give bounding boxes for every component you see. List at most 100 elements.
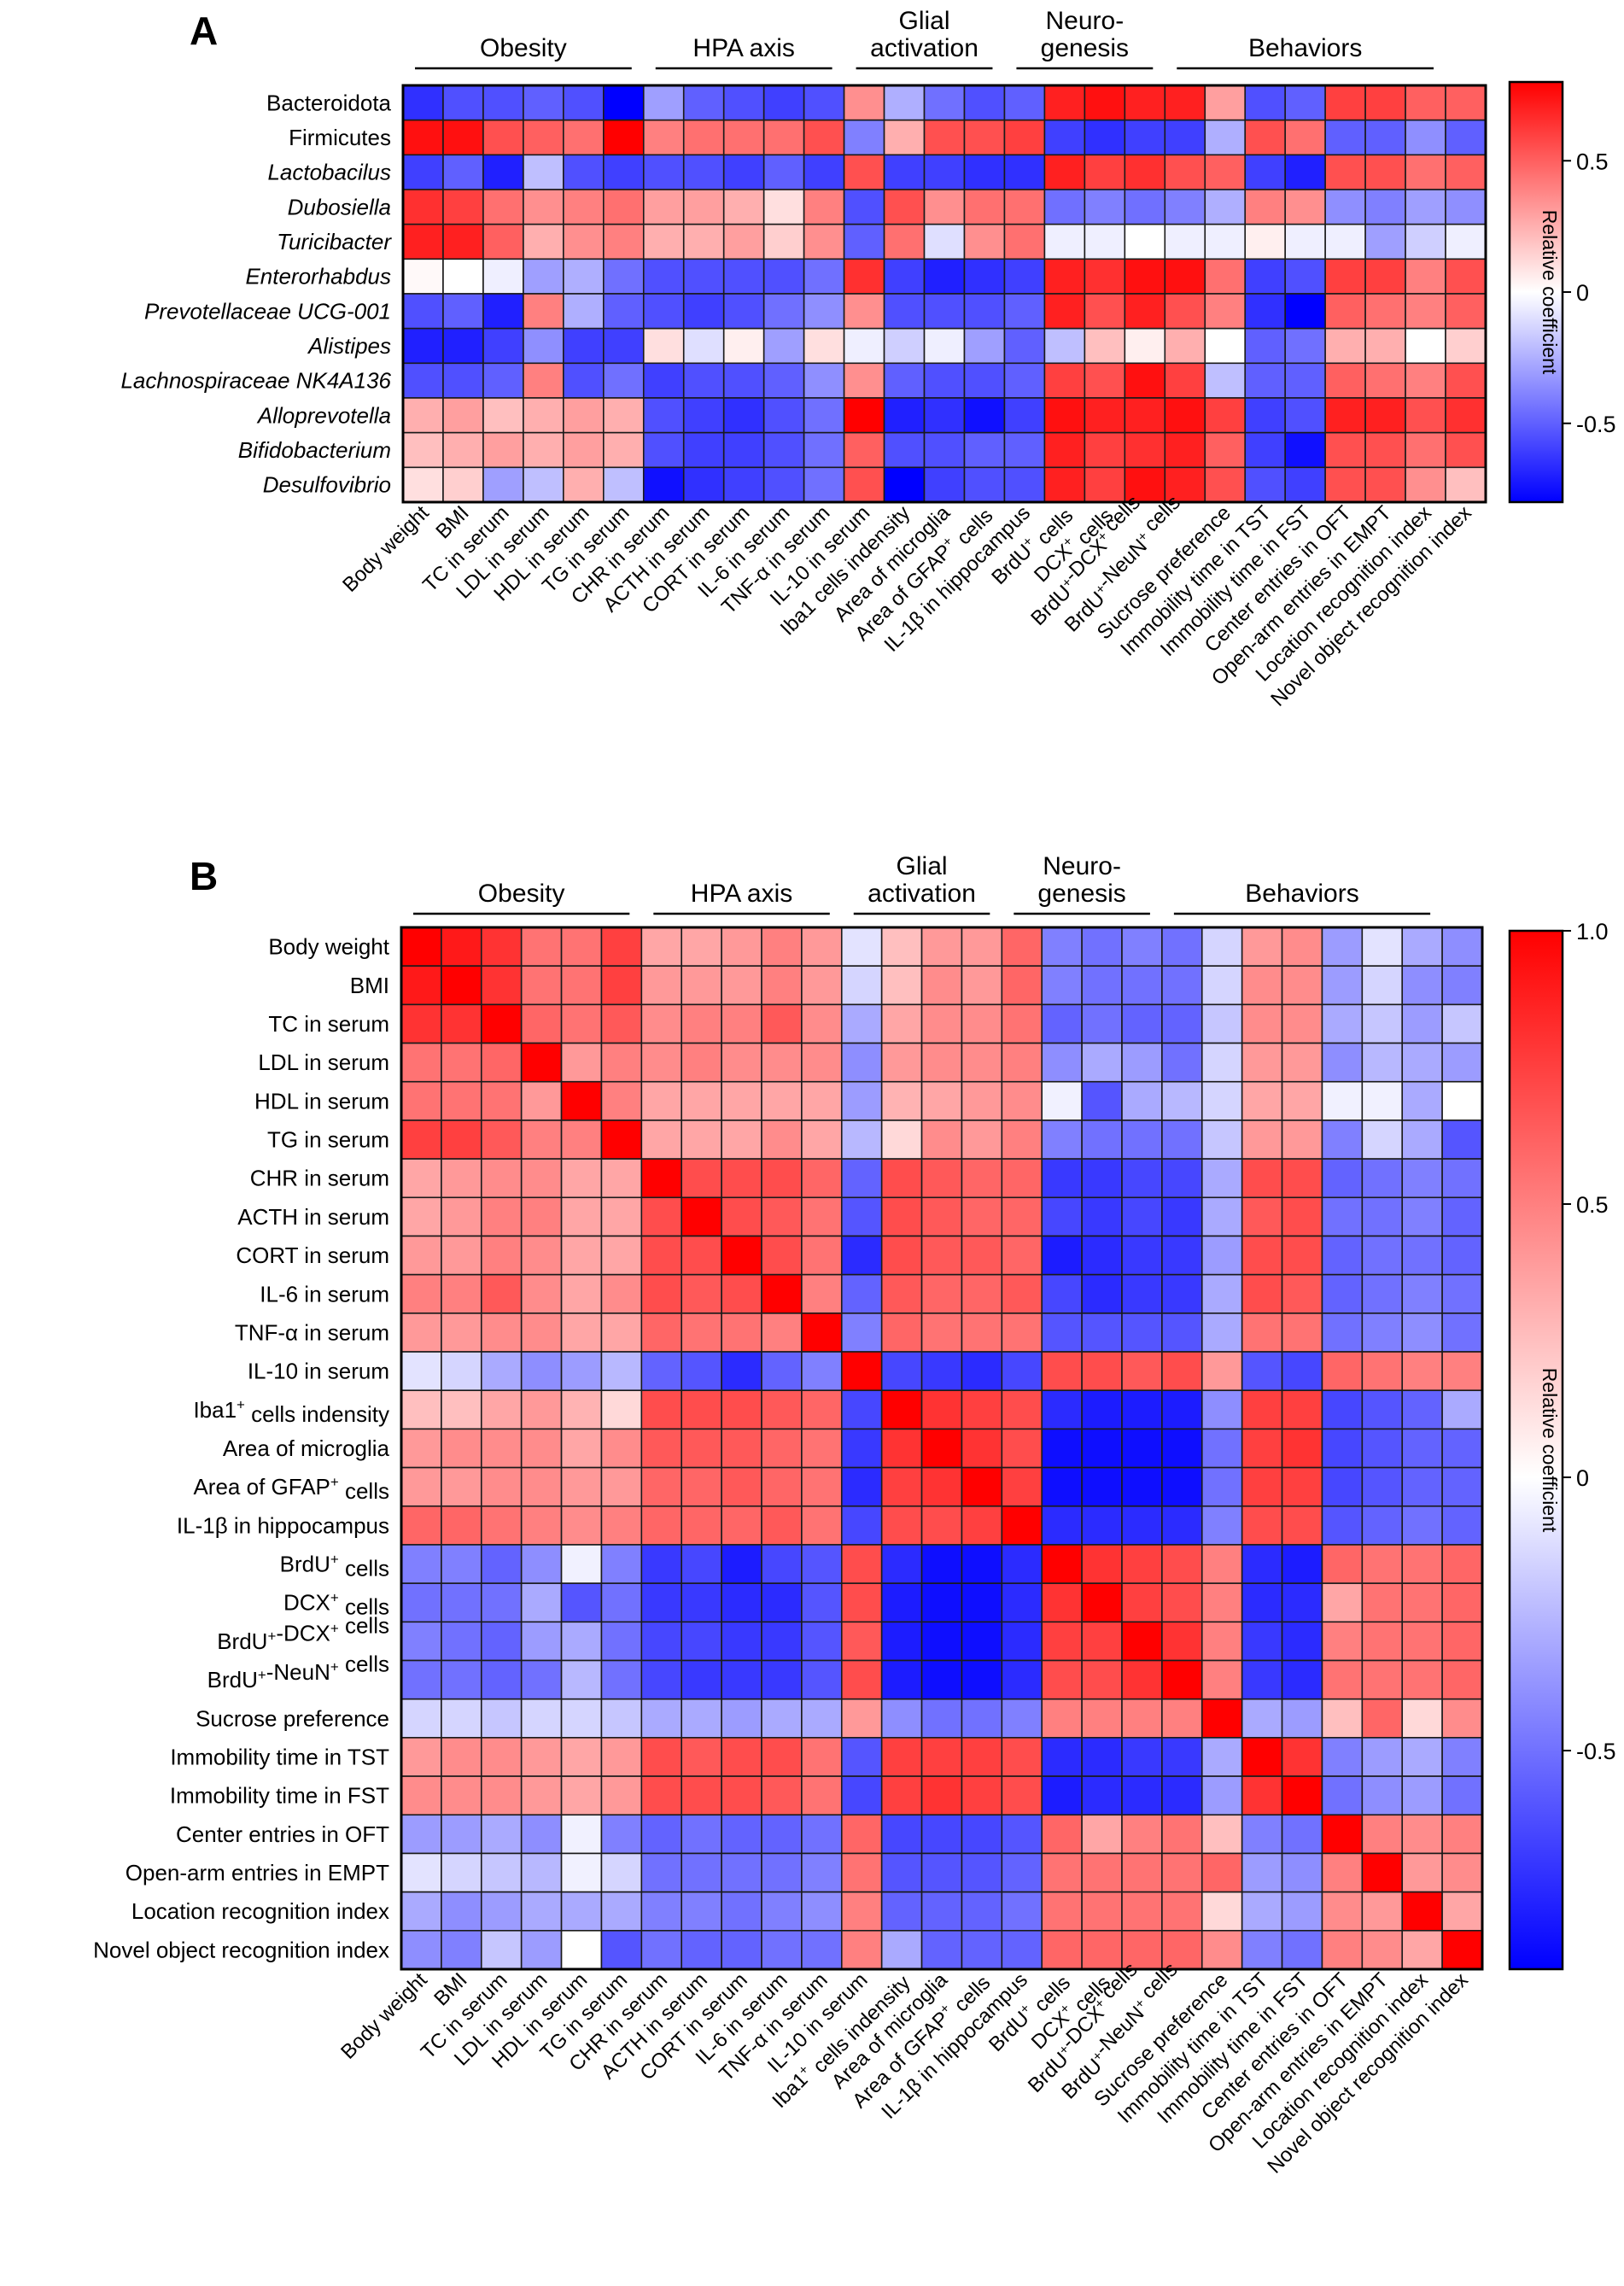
heatmap-cell-b-r14-c13 <box>920 1466 963 1507</box>
heatmap-cell-b-r1-c20 <box>1200 965 1243 1006</box>
heatmap-cell-b-r11-c20 <box>1200 1351 1243 1392</box>
heatmap-cell-b-r8-c1 <box>441 1235 482 1276</box>
heatmap-cell-b-r18-c6 <box>640 1621 683 1662</box>
heatmap-cell-a-r0-c20 <box>1204 85 1247 121</box>
heatmap-cell-b-r25-c23 <box>1321 1891 1364 1932</box>
heatmap-cell-b-r18-c3 <box>520 1621 563 1662</box>
heatmap-cell-b-r19-c8 <box>721 1659 762 1700</box>
heatmap-cell-b-r16-c4 <box>560 1544 603 1584</box>
heatmap-cell-b-r14-c2 <box>480 1466 523 1507</box>
heatmap-cell-b-r9-c11 <box>840 1273 883 1314</box>
heatmap-cell-b-r1-c25 <box>1401 965 1443 1006</box>
heatmap-cell-b-r3-c8 <box>721 1042 762 1083</box>
panel-b: B Obesity HPA axis Glial activation Neuro-gen… <box>0 854 1624 2286</box>
heatmap-cell-a-r10-c18 <box>1124 431 1166 469</box>
heatmap-cell-b-r9-c8 <box>721 1273 762 1314</box>
heatmap-cell-a-r5-c17 <box>1084 258 1126 295</box>
heatmap-cell-a-r10-c24 <box>1364 431 1406 469</box>
heatmap-cell-b-r7-c11 <box>840 1196 883 1237</box>
heatmap-cell-b-r8-c20 <box>1200 1235 1243 1276</box>
heatmap-cell-a-r5-c10 <box>803 258 845 295</box>
heatmap-cell-b-r2-c22 <box>1281 1003 1323 1044</box>
heatmap-cell-a-r2-c2 <box>482 154 524 190</box>
heatmap-cell-b-r13-c7 <box>681 1428 722 1469</box>
heatmap-cell-a-r4-c14 <box>963 223 1006 260</box>
heatmap-cell-b-r19-c24 <box>1361 1659 1404 1700</box>
heatmap-cell-a-r8-c1 <box>442 362 484 399</box>
heatmap-cell-b-r21-c5 <box>600 1737 643 1777</box>
heatmap-cell-a-r9-c21 <box>1244 397 1286 434</box>
heatmap-cell-b-r7-c6 <box>640 1196 683 1237</box>
heatmap-cell-b-r26-c4 <box>560 1930 603 1970</box>
heatmap-cell-b-r17-c23 <box>1321 1582 1364 1623</box>
heatmap-cell-a-r6-c19 <box>1164 293 1206 330</box>
heatmap-cell-b-r20-c0 <box>400 1698 442 1739</box>
heatmap-cell-b-r9-c13 <box>920 1273 963 1314</box>
heatmap-cell-a-r7-c18 <box>1124 327 1166 365</box>
heatmap-cell-a-r3-c26 <box>1445 189 1487 225</box>
heatmap-cell-a-r0-c4 <box>563 85 605 121</box>
heatmap-cell-b-r25-c4 <box>560 1891 603 1932</box>
heatmap-cell-b-r9-c18 <box>1121 1273 1163 1314</box>
heatmap-cell-a-r3-c9 <box>762 189 805 225</box>
heatmap-cell-a-r11-c24 <box>1364 466 1406 503</box>
heatmap-cell-b-r8-c19 <box>1161 1235 1203 1276</box>
row-b-label-17: DCX+ cells <box>283 1589 389 1619</box>
heatmap-cell-a-r7-c1 <box>442 327 484 365</box>
heatmap-cell-b-r5-c7 <box>681 1120 722 1160</box>
row-b-label-1: BMI <box>350 973 389 998</box>
heatmap-cell-a-r4-c6 <box>642 223 685 260</box>
heatmap-cell-b-r2-c7 <box>681 1003 722 1044</box>
heatmap-cell-a-r0-c13 <box>923 85 966 121</box>
heatmap-cell-a-r7-c21 <box>1244 327 1286 365</box>
heatmap-cell-a-r10-c14 <box>963 431 1006 469</box>
heatmap-cell-a-r2-c20 <box>1204 154 1247 190</box>
heatmap-cell-a-r4-c12 <box>883 223 926 260</box>
heatmap-cell-b-r8-c7 <box>681 1235 722 1276</box>
heatmap-cell-b-r12-c1 <box>441 1389 482 1430</box>
heatmap-cell-a-r9-c16 <box>1043 397 1086 434</box>
heatmap-cell-b-r6-c9 <box>761 1158 803 1199</box>
heatmap-cell-b-r19-c4 <box>560 1659 603 1700</box>
heatmap-cell-b-r6-c21 <box>1241 1158 1283 1199</box>
heatmap-cell-a-r11-c6 <box>642 466 685 503</box>
heatmap-cell-b-r6-c22 <box>1281 1158 1323 1199</box>
heatmap-cell-b-r8-c16 <box>1041 1235 1083 1276</box>
heatmap-cell-a-r8-c15 <box>1003 362 1046 399</box>
heatmap-cell-a-r8-c17 <box>1084 362 1126 399</box>
heatmap-cell-b-r1-c26 <box>1441 965 1483 1006</box>
heatmap-cell-b-r21-c17 <box>1081 1737 1123 1777</box>
heatmap-cell-b-r13-c25 <box>1401 1428 1443 1469</box>
heatmap-cell-a-r2-c3 <box>523 154 564 190</box>
heatmap-cell-a-r5-c19 <box>1164 258 1206 295</box>
heatmap-cell-b-r3-c11 <box>840 1042 883 1083</box>
heatmap-cell-a-r7-c14 <box>963 327 1006 365</box>
heatmap-cell-b-r18-c19 <box>1161 1621 1203 1662</box>
heatmap-cell-a-r8-c21 <box>1244 362 1286 399</box>
heatmap-cell-b-r3-c25 <box>1401 1042 1443 1083</box>
heatmap-cell-b-r17-c25 <box>1401 1582 1443 1623</box>
heatmap-cell-b-r25-c7 <box>681 1891 722 1932</box>
heatmap-cell-b-r2-c8 <box>721 1003 762 1044</box>
heatmap-cell-b-r2-c9 <box>761 1003 803 1044</box>
heatmap-cell-a-r7-c26 <box>1445 327 1487 365</box>
heatmap-cell-b-r7-c25 <box>1401 1196 1443 1237</box>
heatmap-cell-a-r7-c10 <box>803 327 845 365</box>
heatmap-cell-b-r11-c15 <box>1001 1351 1043 1392</box>
heatmap-cell-b-r24-c6 <box>640 1852 683 1893</box>
heatmap-cell-b-r18-c13 <box>920 1621 963 1662</box>
heatmap-cell-b-r19-c25 <box>1401 1659 1443 1700</box>
row-a-label-2: Lactobacilus <box>267 160 391 185</box>
heatmap-cell-b-r22-c10 <box>801 1775 843 1816</box>
heatmap-cell-a-r7-c9 <box>762 327 805 365</box>
heatmap-cell-a-r8-c2 <box>482 362 524 399</box>
heatmap-cell-b-r20-c3 <box>520 1698 563 1739</box>
heatmap-cell-b-r8-c18 <box>1121 1235 1163 1276</box>
heatmap-cell-a-r11-c22 <box>1284 466 1326 503</box>
heatmap-cell-a-r11-c21 <box>1244 466 1286 503</box>
heatmap-cell-b-r23-c4 <box>560 1814 603 1855</box>
heatmap-cell-b-r4-c24 <box>1361 1080 1404 1121</box>
heatmap-cell-b-r12-c6 <box>640 1389 683 1430</box>
heatmap-cell-b-r1-c2 <box>480 965 523 1006</box>
heatmap-cell-b-r24-c14 <box>961 1852 1003 1893</box>
